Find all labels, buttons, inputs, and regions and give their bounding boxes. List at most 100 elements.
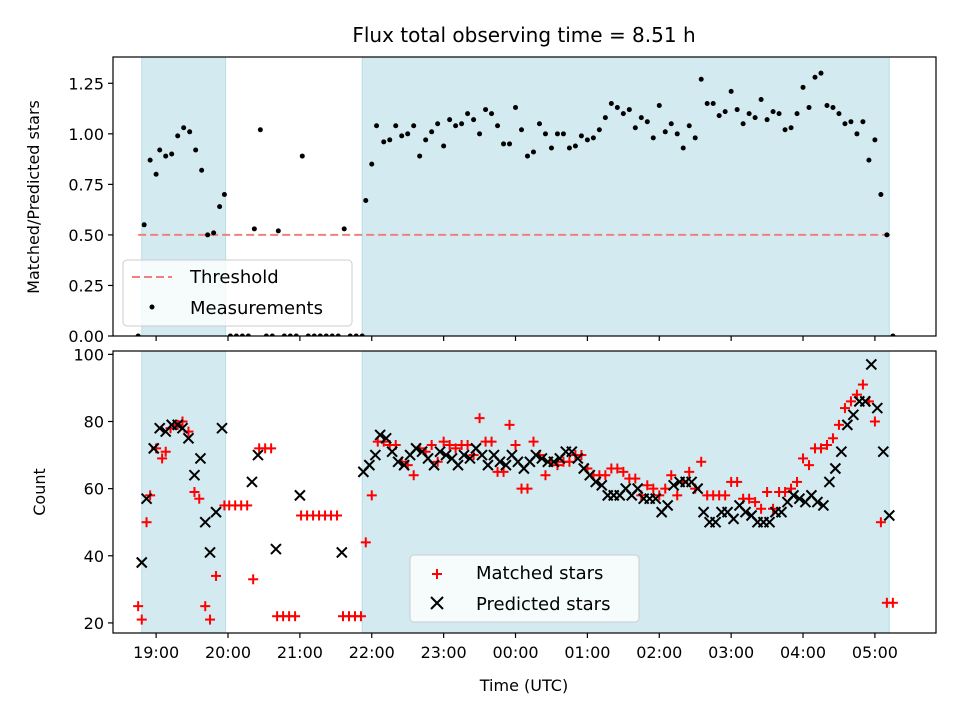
matched-star-point bbox=[355, 611, 366, 622]
measurement-point bbox=[477, 131, 483, 137]
matched-star-point bbox=[360, 537, 371, 548]
y-axis-label-count: Count bbox=[30, 468, 49, 516]
predicted-star-point bbox=[380, 432, 392, 444]
measurement-point bbox=[483, 107, 489, 113]
legend-measurements-label: Measurements bbox=[190, 298, 323, 319]
matched-star-point bbox=[696, 456, 707, 467]
matched-star-point bbox=[133, 601, 144, 612]
shaded-interval-2 bbox=[361, 56, 890, 337]
matched-star-point bbox=[332, 510, 343, 521]
predicted-star-point bbox=[204, 546, 216, 559]
measurement-point bbox=[740, 121, 746, 127]
measurement-point bbox=[728, 88, 734, 94]
x-tick-label: 02:00 bbox=[636, 643, 682, 662]
matched-star-point bbox=[732, 476, 743, 487]
measurement-point bbox=[860, 119, 866, 125]
chart-title: Flux total observing time = 8.51 h bbox=[352, 23, 695, 47]
predicted-star-point bbox=[336, 546, 348, 559]
predicted-star-point bbox=[536, 452, 548, 465]
matched-star-point bbox=[408, 470, 419, 481]
measurement-point bbox=[626, 107, 632, 113]
measurement-point bbox=[323, 333, 329, 336]
matched-star-point bbox=[612, 463, 623, 474]
measurement-point bbox=[299, 153, 305, 159]
legend: Matched stars Predicted stars bbox=[409, 554, 640, 623]
matched-star-point bbox=[875, 517, 886, 528]
measurement-point bbox=[590, 135, 596, 141]
x-tick-label: 23:00 bbox=[421, 643, 467, 662]
predicted-star-point bbox=[548, 456, 560, 468]
predicted-star-point bbox=[691, 482, 704, 495]
measurement-point bbox=[217, 204, 223, 210]
measurement-point bbox=[489, 111, 495, 117]
matched-star-point bbox=[200, 601, 211, 612]
measurement-point bbox=[495, 123, 501, 129]
predicted-star-point bbox=[823, 476, 836, 488]
predicted-star-point bbox=[216, 422, 228, 434]
legend-matched-swatch bbox=[432, 569, 442, 579]
predicted-star-point bbox=[363, 459, 376, 471]
y-tick-label: 0.25 bbox=[68, 276, 104, 295]
measurement-point bbox=[674, 131, 680, 137]
plot-frame bbox=[112, 56, 937, 337]
measurement-point bbox=[608, 101, 614, 106]
measurement-point bbox=[620, 111, 626, 117]
matched-star-point bbox=[672, 490, 683, 501]
measurement-point bbox=[163, 153, 169, 159]
measurement-point bbox=[716, 113, 722, 119]
matched-star-point bbox=[141, 517, 152, 528]
measurement-point bbox=[734, 107, 740, 113]
predicted-star-point bbox=[661, 499, 674, 512]
measurement-point bbox=[764, 117, 770, 123]
matched-star-point bbox=[857, 379, 868, 390]
predicted-star-point bbox=[727, 513, 740, 525]
matched-star-point bbox=[827, 433, 838, 444]
predicted-star-point bbox=[428, 459, 440, 471]
x-tick-label: 04:00 bbox=[780, 643, 826, 662]
matched-star-point bbox=[160, 446, 171, 457]
y-tick-label: 80 bbox=[84, 413, 104, 432]
measurement-point bbox=[548, 145, 554, 151]
legend-matched-label: Matched stars bbox=[476, 563, 603, 584]
predicted-star-point bbox=[252, 449, 264, 461]
measurement-point bbox=[704, 101, 710, 106]
count-panel: 20 40 60 80 100 19:00 20:00 21:00 22:00 23:00 00:0… bbox=[73, 345, 937, 662]
measurement-point bbox=[317, 333, 323, 336]
legend-threshold-label: Threshold bbox=[189, 267, 279, 288]
x-axis-label: Time (UTC) bbox=[479, 676, 568, 695]
predicted-star-point bbox=[176, 422, 189, 434]
matched-star-point bbox=[792, 476, 803, 487]
predicted-star-point bbox=[398, 459, 410, 471]
measurement-point bbox=[257, 127, 263, 133]
measurement-point bbox=[417, 153, 423, 159]
predicted-star-point bbox=[811, 496, 824, 508]
measurement-point bbox=[374, 123, 380, 129]
matched-star-point bbox=[756, 503, 767, 514]
matched-star-point bbox=[266, 443, 277, 454]
predicted-star-point bbox=[458, 449, 470, 461]
matched-star-point bbox=[426, 440, 437, 450]
measurement-point bbox=[530, 149, 536, 155]
measurement-point bbox=[169, 151, 175, 157]
measurement-point bbox=[812, 74, 818, 80]
predicted-star-point bbox=[410, 442, 422, 455]
matched-star-point bbox=[462, 440, 473, 450]
measurement-point bbox=[359, 333, 365, 336]
y-tick-label: 0.00 bbox=[68, 327, 104, 346]
measurement-point bbox=[305, 333, 311, 336]
y-tick-label: 0.75 bbox=[68, 175, 104, 194]
measurement-point bbox=[293, 333, 299, 336]
ratio-panel: 0.00 0.25 0.50 0.75 1.00 1.25 Threshold Measure… bbox=[68, 56, 937, 346]
measurement-point bbox=[572, 143, 578, 149]
matched-star-point bbox=[438, 436, 449, 447]
x-tick-label: 20:00 bbox=[205, 643, 251, 662]
predicted-star-point bbox=[835, 446, 848, 458]
measurement-point bbox=[698, 76, 704, 82]
predicted-star-point bbox=[188, 469, 201, 481]
predicted-star-point bbox=[632, 482, 644, 495]
predicted-star-point bbox=[847, 409, 860, 421]
measurement-point bbox=[411, 123, 417, 129]
measurement-point bbox=[800, 84, 806, 90]
measurement-point bbox=[399, 133, 405, 139]
legend-predicted-label: Predicted stars bbox=[476, 594, 610, 615]
